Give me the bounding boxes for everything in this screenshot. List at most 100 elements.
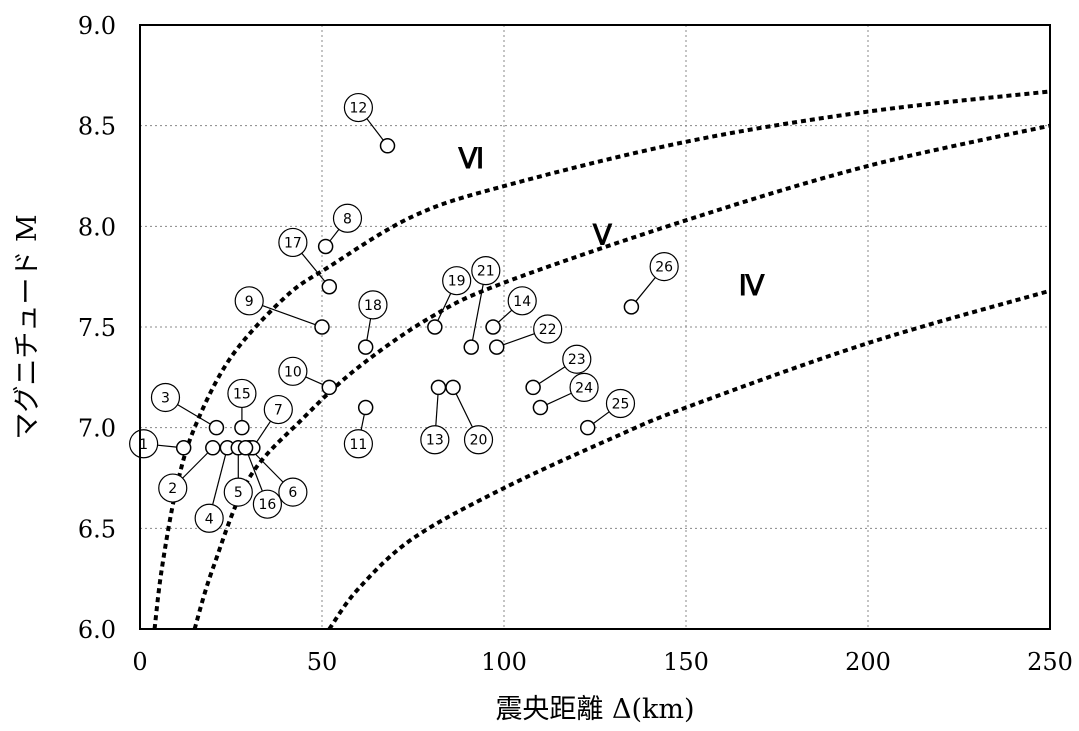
leader-line <box>256 420 272 443</box>
intensity-curve <box>152 89 1050 629</box>
leader-line <box>253 452 284 483</box>
point-label: 24 <box>575 380 593 396</box>
leader-line <box>635 277 656 302</box>
data-point <box>321 379 338 396</box>
point-label-circle <box>194 503 224 533</box>
point-label-circle <box>343 429 373 459</box>
leader-line <box>366 318 372 341</box>
point-label: 16 <box>258 497 276 513</box>
data-point <box>208 419 225 436</box>
leader-line <box>471 284 484 341</box>
point-label: 22 <box>539 322 557 338</box>
leader-line <box>455 393 473 428</box>
point-label: 4 <box>205 511 214 527</box>
point-label-circle <box>442 266 472 296</box>
point-label: 21 <box>477 264 495 280</box>
data-point <box>357 399 374 416</box>
leader-line <box>592 411 610 424</box>
leader-line <box>366 118 384 141</box>
point-label-circle <box>234 286 264 316</box>
leader-line <box>503 333 535 346</box>
point-label-circle <box>605 388 636 419</box>
x-tick-label: 0 <box>132 648 147 676</box>
leader-line <box>497 309 513 323</box>
point-label: 26 <box>655 260 673 276</box>
y-tick-label: 6.5 <box>78 515 116 543</box>
point-label-circle <box>471 256 501 286</box>
data-point <box>234 419 250 436</box>
leader-line <box>177 404 211 425</box>
x-tick-labels: 0 50 100 150 200 250 <box>132 648 1073 676</box>
point-label-circle <box>358 290 388 320</box>
leader-lines <box>157 118 656 505</box>
y-tick-label: 7.0 <box>78 415 116 443</box>
leader-line <box>546 392 572 406</box>
point-label-circle <box>158 473 188 503</box>
y-tick-label: 7.5 <box>78 314 116 342</box>
point-label-circle <box>278 477 308 507</box>
x-tick-label: 50 <box>307 648 338 676</box>
leader-line <box>360 414 365 431</box>
point-label: 17 <box>284 235 302 251</box>
data-point <box>314 319 330 335</box>
data-point <box>175 440 192 456</box>
point-label: 11 <box>349 437 367 453</box>
data-point <box>463 339 479 355</box>
data-point <box>579 419 596 436</box>
y-tick-label: 9.0 <box>78 12 116 40</box>
data-point <box>317 238 334 255</box>
point-label-circle <box>263 394 293 425</box>
data-point <box>525 379 541 396</box>
point-label: 7 <box>274 403 283 419</box>
y-tick-label: 6.0 <box>78 616 116 644</box>
point-label: 3 <box>161 390 170 406</box>
point-label-circle <box>223 477 253 507</box>
point-label: 18 <box>364 298 382 314</box>
x-tick-label: 200 <box>845 648 891 676</box>
y-tick-label: 8.5 <box>78 113 116 141</box>
point-label-circle <box>252 489 282 519</box>
leader-line <box>329 228 340 242</box>
data-point <box>488 339 505 355</box>
zone-label: Ⅴ <box>592 220 613 251</box>
data-point <box>427 319 443 335</box>
point-label-circle <box>332 203 363 233</box>
x-tick-label: 150 <box>663 648 709 676</box>
x-axis-label: 震央距離 Δ(km) <box>495 694 694 725</box>
point-label-circle <box>343 92 373 123</box>
leader-line <box>212 454 227 505</box>
data-point <box>321 278 338 295</box>
zone-label: Ⅵ <box>457 144 484 175</box>
point-label: 14 <box>513 294 531 310</box>
leader-line <box>247 454 263 492</box>
point-label: 19 <box>448 274 466 290</box>
plot-frame <box>139 24 1051 630</box>
x-tick-label: 100 <box>481 648 527 676</box>
point-label-circle <box>649 252 679 282</box>
point-label-circle <box>420 425 450 455</box>
point-label: 13 <box>426 433 444 449</box>
point-label-circle <box>150 382 181 413</box>
point-label: 2 <box>168 481 177 497</box>
y-tick-label: 8.0 <box>78 213 116 241</box>
point-label: 25 <box>612 397 630 413</box>
leader-line <box>262 304 316 326</box>
x-tick-label: 250 <box>1027 648 1073 676</box>
data-point <box>445 379 461 396</box>
zone-labels: Ⅵ Ⅴ Ⅳ <box>457 144 765 302</box>
point-label: 10 <box>284 364 302 380</box>
data-point <box>532 399 549 416</box>
point-label: 1 <box>139 437 148 453</box>
leader-line <box>437 293 452 321</box>
data-point <box>623 299 640 315</box>
point-label: 12 <box>349 101 367 117</box>
point-label-circle <box>507 286 537 316</box>
data-point <box>379 138 396 154</box>
point-label-circle <box>533 314 563 344</box>
leader-line <box>305 376 324 386</box>
point-label-circle <box>278 227 308 258</box>
data-point <box>430 379 447 396</box>
